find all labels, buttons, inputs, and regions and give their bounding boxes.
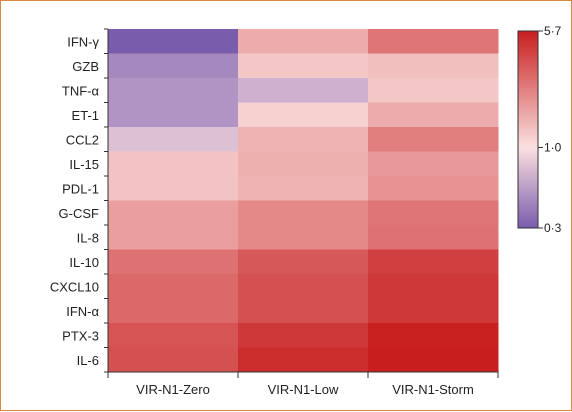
row-label: IFN-γ [67,34,99,49]
heatmap-cell [368,298,499,324]
heatmap-cell [108,274,239,299]
heatmap-cell [108,53,239,79]
row-labels: IFN-γ GZB TNF-α ET-1 CCL2 IL-15 PDL-1 G-CSF IL-8… [50,34,100,368]
heatmap-cell [238,323,369,348]
heatmap-cell [368,200,499,226]
row-label: G-CSF [59,206,100,221]
heatmap-cell [238,176,369,201]
heatmap-cell [238,298,369,324]
heatmap-cell [368,225,499,250]
colorbar: 5·7 1·0 0·3 [517,24,562,235]
heatmap-cell [108,176,239,201]
heatmap-cell [368,53,499,79]
row-label: ET-1 [72,108,99,123]
heatmap-cell [368,176,499,201]
heatmap-cell [238,53,369,79]
colorbar-tick-label: 1·0 [544,140,562,154]
heatmap-cell [108,78,239,103]
heatmap-cell [238,347,369,373]
column-label: VIR-N1-Zero [136,382,210,397]
row-label: CXCL10 [50,279,99,294]
heatmap-cell [368,274,499,299]
row-label: IL-6 [77,353,99,368]
colorbar-gradient [517,30,539,229]
heatmap-cell [368,127,499,152]
heatmap-cell [368,29,499,54]
heatmap-cell [368,78,499,103]
heatmap-cell [238,102,369,128]
heatmap-cell [238,29,369,54]
axes [104,28,499,378]
heatmap-cell [108,102,239,128]
colorbar-tick-label: 0·3 [544,221,562,235]
heatmap-cell [238,200,369,226]
heatmap-cell [368,249,499,275]
heatmap-cells [108,29,499,373]
colorbar-tick-label: 5·7 [544,24,562,38]
row-label: IL-8 [77,230,99,245]
row-label: IFN-α [66,304,99,319]
row-label: PTX-3 [62,328,99,343]
column-labels: VIR-N1-Zero VIR-N1-Low VIR-N1-Storm [136,382,474,397]
heatmap-cell [108,151,239,177]
heatmap-cell [108,200,239,226]
column-label: VIR-N1-Storm [392,382,474,397]
heatmap-cell [238,274,369,299]
heatmap-cell [108,323,239,348]
heatmap-cell [238,151,369,177]
row-label: GZB [72,59,99,74]
heatmap-cell [108,249,239,275]
row-label: CCL2 [66,132,99,147]
heatmap-cell [368,323,499,348]
heatmap-cell [108,225,239,250]
row-label: IL-10 [69,255,99,270]
heatmap-cell [108,29,239,54]
heatmap-cell [238,249,369,275]
heatmap-cell [238,127,369,152]
row-label: TNF-α [62,83,100,98]
heatmap-cell [108,298,239,324]
heatmap-cell [238,225,369,250]
heatmap-cell [238,78,369,103]
column-label: VIR-N1-Low [268,382,339,397]
row-label: IL-15 [69,157,99,172]
heatmap-cell [368,347,499,373]
row-label: PDL-1 [62,181,99,196]
heatmap-cell [108,347,239,373]
heatmap-cell [368,151,499,177]
heatmap-cell [368,102,499,128]
heatmap-cell [108,127,239,152]
